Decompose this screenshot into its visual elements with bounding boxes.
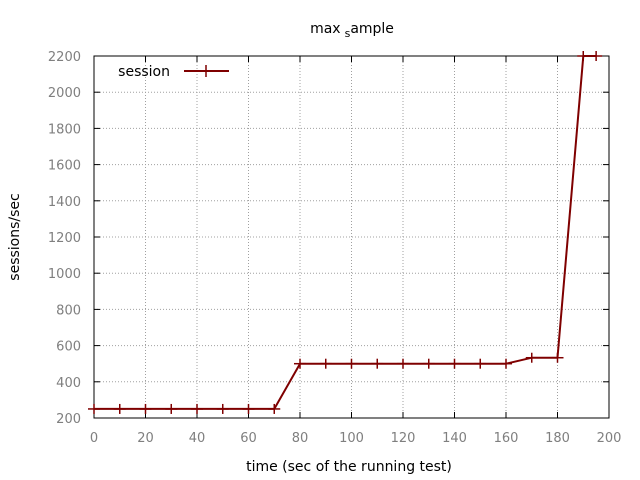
data-point (294, 358, 306, 369)
chart-title-subscript: s (345, 27, 351, 40)
chart-title-main: max (310, 21, 341, 37)
y-tick-label: 2000 (48, 86, 81, 101)
x-tick-label: 120 (391, 431, 416, 446)
data-point (448, 358, 461, 369)
data-point (165, 403, 178, 414)
x-tick-label: 180 (545, 431, 570, 446)
y-tick-label: 1800 (48, 122, 81, 137)
data-point (345, 358, 358, 369)
x-tick-label: 200 (597, 431, 622, 446)
data-point (590, 51, 603, 61)
data-point (88, 403, 100, 414)
x-tick-label: 80 (292, 431, 309, 446)
chart-title: max sample (310, 21, 394, 40)
y-axis-title: sessions/sec (7, 193, 23, 280)
x-tick-label: 60 (240, 431, 257, 446)
legend-label: session (118, 64, 170, 80)
y-tick-label: 800 (56, 303, 81, 318)
data-point (242, 403, 255, 414)
y-tick-label: 2200 (48, 50, 81, 65)
x-tick-label: 20 (137, 431, 154, 446)
data-point (500, 358, 512, 369)
data-point (319, 358, 332, 369)
x-tick-label: 140 (442, 431, 467, 446)
legend: session (118, 64, 229, 80)
data-point (577, 51, 590, 61)
data-point (551, 352, 564, 363)
axis-ticks: 0 20 40 60 80 100 120 140 160 180 200 200 400 600 800 1… (48, 50, 622, 446)
x-tick-label: 40 (189, 431, 206, 446)
data-point (422, 358, 435, 369)
data-point (113, 403, 126, 414)
x-tick-label: 160 (494, 431, 519, 446)
y-tick-label: 1200 (48, 231, 81, 246)
chart-title-rest: ample (350, 21, 394, 37)
y-tick-label: 200 (56, 412, 81, 427)
y-tick-label: 1600 (48, 159, 81, 174)
y-tick-label: 1000 (48, 267, 81, 282)
data-point (268, 403, 281, 414)
y-tick-label: 600 (56, 340, 81, 355)
grid (94, 56, 609, 418)
data-point (525, 352, 538, 363)
series-line-session (94, 55, 597, 410)
data-point (397, 358, 409, 369)
y-tick-label: 1400 (48, 195, 81, 210)
data-point (191, 403, 203, 414)
x-tick-label: 0 (90, 431, 98, 446)
x-axis-title: time (sec of the running test) (246, 459, 452, 475)
data-point (474, 358, 487, 369)
data-point (139, 403, 152, 414)
data-point (371, 358, 384, 369)
data-point (216, 403, 229, 414)
series-layer (88, 51, 603, 414)
y-tick-label: 400 (56, 376, 81, 391)
x-tick-label: 100 (339, 431, 364, 446)
